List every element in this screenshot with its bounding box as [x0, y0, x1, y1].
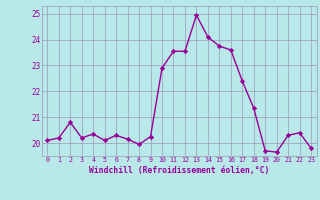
X-axis label: Windchill (Refroidissement éolien,°C): Windchill (Refroidissement éolien,°C): [89, 166, 269, 175]
